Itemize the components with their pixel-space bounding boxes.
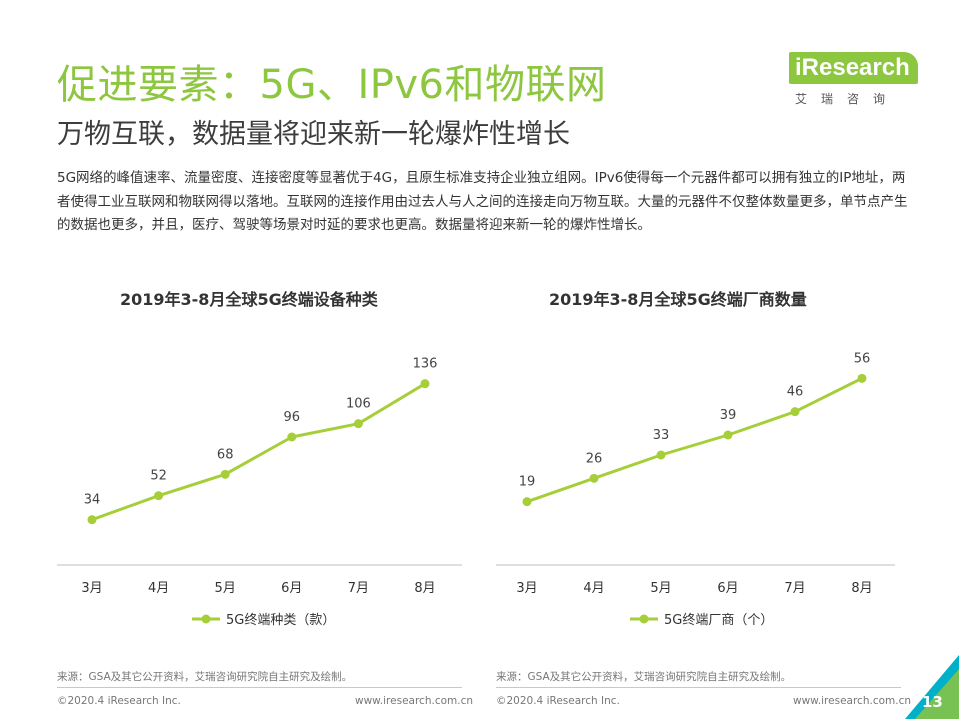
logo-subtitle: 艾瑞咨询 [795, 92, 900, 106]
chart-1-legend-label: 5G终端种类（款） [226, 612, 335, 628]
chart-1-point [87, 515, 97, 525]
chart-2-point [656, 450, 666, 460]
chart-1-series-line [91, 382, 426, 522]
logo-wordmark: iResearch [789, 52, 918, 84]
chart-1-data-label: 136 [413, 357, 438, 372]
chart-2-x-tick-label: 5月 [650, 581, 671, 596]
chart-1-point [420, 379, 430, 389]
chart-1-x-tick-label: 5月 [215, 581, 236, 596]
chart-1-point [220, 469, 230, 479]
chart-1-data-label: 34 [84, 493, 101, 508]
chart-1-x-tick-label: 3月 [81, 581, 102, 596]
chart-1-data-label: 52 [150, 469, 167, 484]
chart-1-point [154, 491, 164, 501]
body-paragraph: 5G网络的峰值速率、流量密度、连接密度等显著优于4G，且原生标准支持企业独立组网… [57, 170, 908, 233]
chart-2-x-tick-label: 8月 [851, 581, 872, 596]
chart-1-x-tick-label: 7月 [348, 581, 369, 596]
chart-2-legend-marker [639, 614, 649, 624]
chart-2-point [857, 373, 867, 383]
footer-copyright-right: ©2020.4 iResearch Inc. [496, 695, 620, 707]
chart-2-series-line [526, 376, 863, 504]
footer-copyright-left: ©2020.4 iResearch Inc. [57, 695, 181, 707]
chart-1-point [287, 432, 297, 442]
source-note-right: 来源：GSA及其它公开资料，艾瑞咨询研究院自主研究及绘制。 [496, 671, 792, 683]
footer-url-right: www.iresearch.com.cn [793, 695, 912, 707]
chart-1-title: 2019年3-8月全球5G终端设备种类 [120, 290, 378, 309]
chart-2-data-label: 19 [519, 475, 536, 490]
chart-2-legend-label: 5G终端厂商（个） [664, 612, 773, 628]
chart-1-data-label: 96 [284, 410, 301, 425]
chart-2-x-tick-label: 6月 [717, 581, 738, 596]
chart-1-data-label: 106 [346, 397, 371, 412]
chart-2-data-label: 39 [720, 408, 737, 423]
chart-2-x-tick-label: 4月 [583, 581, 604, 596]
chart-2-data-label: 46 [787, 385, 804, 400]
corner-triangle [905, 655, 959, 719]
chart-1-x-tick-label: 6月 [281, 581, 302, 596]
chart-2-data-label: 26 [586, 451, 603, 466]
page-number: 13 [922, 693, 943, 711]
chart-2-x-tick-label: 7月 [784, 581, 805, 596]
chart-2-data-label: 33 [653, 428, 670, 443]
chart-1-x-tick-label: 4月 [148, 581, 169, 596]
chart-2-point [522, 497, 532, 507]
chart-1-data-label: 68 [217, 447, 234, 462]
chart-2-data-label: 56 [854, 351, 871, 366]
chart-2-point [723, 430, 733, 440]
source-note-left: 来源：GSA及其它公开资料，艾瑞咨询研究院自主研究及绘制。 [57, 671, 353, 683]
chart-1-point [353, 419, 363, 429]
chart-2-title: 2019年3-8月全球5G终端厂商数量 [549, 290, 807, 309]
page-title: 促进要素：5G、IPv6和物联网 [57, 62, 607, 108]
chart-2-x-tick-label: 3月 [516, 581, 537, 596]
chart-2-point [790, 407, 800, 417]
footer-url-left: www.iresearch.com.cn [355, 695, 474, 707]
page-subtitle: 万物互联，数据量将迎来新一轮爆炸性增长 [57, 119, 570, 150]
chart-2-point [589, 473, 599, 483]
iresearch-logo: iResearch 艾瑞咨询 [789, 48, 918, 114]
footer-divider-right [496, 687, 901, 688]
chart-1-x-tick-label: 8月 [414, 581, 435, 596]
footer-divider-left [57, 687, 462, 688]
chart-1-legend-marker [201, 614, 211, 624]
